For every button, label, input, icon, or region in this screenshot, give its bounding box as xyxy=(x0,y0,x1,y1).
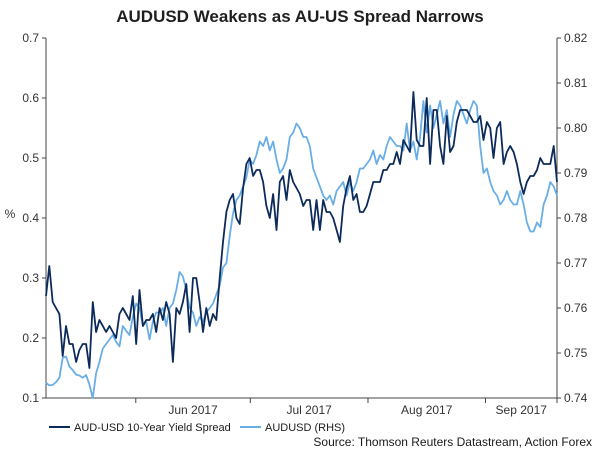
left-tick-label: 0.3 xyxy=(22,271,39,285)
right-tick-label: 0.81 xyxy=(564,76,588,90)
series-line-audusd xyxy=(45,100,558,399)
chart-title: AUDUSD Weakens as AU-US Spread Narrows xyxy=(116,7,484,26)
x-tick-label: Aug 2017 xyxy=(401,403,453,417)
right-tick-label: 0.79 xyxy=(564,166,588,180)
right-axis-ticks: 0.74 0.75 0.76 0.77 0.78 0.79 0.80 0.81 0.82 xyxy=(557,31,588,405)
left-tick-label: 0.2 xyxy=(22,331,39,345)
right-tick-label: 0.74 xyxy=(564,391,588,405)
left-tick-label: 0.6 xyxy=(22,91,39,105)
legend: AUD-USD 10-Year Yield Spread AUDUSD (RHS… xyxy=(49,422,345,434)
legend-label-spread: AUD-USD 10-Year Yield Spread xyxy=(74,422,231,434)
right-tick-label: 0.75 xyxy=(564,346,588,360)
series-layer xyxy=(45,91,558,399)
plot-frame xyxy=(45,38,558,399)
left-tick-label: 0.7 xyxy=(22,31,39,45)
source-note: Source: Thomson Reuters Datastream, Acti… xyxy=(313,435,592,449)
left-tick-label: 0.1 xyxy=(22,391,39,405)
right-tick-label: 0.82 xyxy=(564,31,588,45)
right-tick-label: 0.78 xyxy=(564,211,588,225)
left-axis-label: % xyxy=(5,207,16,221)
legend-label-audusd: AUDUSD (RHS) xyxy=(265,422,345,434)
left-tick-label: 0.4 xyxy=(22,211,39,225)
left-tick-label: 0.5 xyxy=(22,151,39,165)
x-axis-ticks: Jun 2017 Jul 2017 Aug 2017 Sep 2017 xyxy=(135,398,558,417)
x-tick-label: Sep 2017 xyxy=(496,403,548,417)
right-tick-label: 0.76 xyxy=(564,301,588,315)
x-tick-label: Jul 2017 xyxy=(286,403,332,417)
x-tick-label: Jun 2017 xyxy=(168,403,218,417)
right-tick-label: 0.80 xyxy=(564,121,588,135)
series-line-spread xyxy=(45,91,558,369)
left-axis-ticks: 0.1 0.2 0.3 0.4 0.5 0.6 0.7 xyxy=(22,31,46,405)
right-tick-label: 0.77 xyxy=(564,256,588,270)
